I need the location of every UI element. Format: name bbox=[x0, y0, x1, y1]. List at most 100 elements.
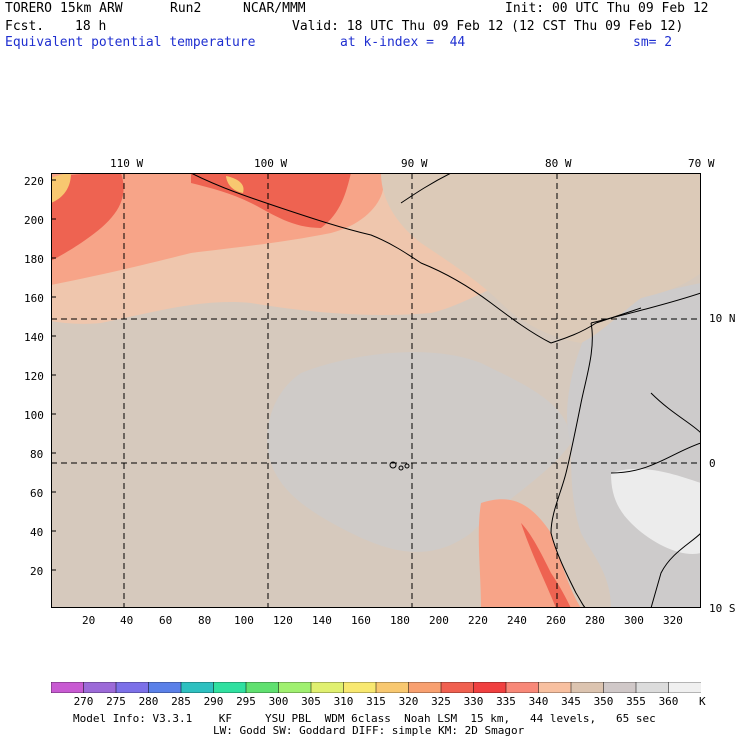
y-tick: 80 bbox=[30, 448, 44, 461]
colorbar-swatch bbox=[278, 682, 312, 693]
smoothing: sm= 2 bbox=[633, 35, 673, 50]
colorbar-label: 275 bbox=[106, 695, 126, 708]
light-patch-se bbox=[611, 468, 701, 554]
k-index: at k-index = 44 bbox=[340, 35, 466, 50]
coastline-panama bbox=[550, 307, 642, 344]
x-tick: 220 bbox=[468, 614, 488, 627]
colorbar-swatch bbox=[538, 682, 572, 693]
y-tick: 180 bbox=[24, 253, 44, 266]
x-tick: 60 bbox=[159, 614, 173, 627]
border-ecuador-peru bbox=[610, 442, 701, 474]
colorbar-label: 310 bbox=[333, 695, 354, 708]
fcst-label: Fcst. bbox=[5, 19, 45, 34]
run-label: Run2 bbox=[170, 1, 202, 16]
model-name: TORERO bbox=[5, 1, 52, 16]
colorbar-label: 340 bbox=[528, 695, 549, 708]
fcst-value: 18 h bbox=[75, 19, 107, 34]
colorbar-label: 330 bbox=[463, 695, 484, 708]
colorbar-label: 280 bbox=[138, 695, 159, 708]
colorbar-label: 345 bbox=[561, 695, 581, 708]
y-tick: 100 bbox=[24, 409, 44, 422]
colorbar-label: 320 bbox=[398, 695, 419, 708]
theta-e-map bbox=[51, 173, 701, 608]
lon-label-70w: 70 W bbox=[688, 157, 715, 170]
x-tick: 140 bbox=[312, 614, 332, 627]
lon-label-110w: 110 W bbox=[110, 157, 144, 170]
colorbar-swatch bbox=[408, 682, 442, 693]
colorbar-label: 290 bbox=[203, 695, 224, 708]
border-colombia bbox=[650, 392, 701, 434]
galapagos-island-1 bbox=[389, 461, 397, 469]
x-tick: 120 bbox=[273, 614, 293, 627]
y-tick: 20 bbox=[30, 565, 44, 578]
org-label: NCAR/MMM bbox=[243, 1, 306, 16]
colorbar-label: 350 bbox=[593, 695, 614, 708]
colorbar-label: 360 bbox=[658, 695, 679, 708]
x-tick: 280 bbox=[585, 614, 605, 627]
lat-label-10s: 10 S bbox=[709, 602, 736, 615]
colorbar-swatch bbox=[570, 682, 605, 693]
y-tick: 60 bbox=[30, 487, 44, 500]
colorbar-swatch bbox=[115, 682, 150, 693]
colorbar-label: 315 bbox=[366, 695, 386, 708]
x-tick: 180 bbox=[390, 614, 410, 627]
coastline-yucatan bbox=[400, 173, 452, 204]
y-tick: 140 bbox=[24, 331, 44, 344]
x-tick: 320 bbox=[663, 614, 683, 627]
colorbar-swatch bbox=[375, 682, 410, 693]
x-tick: 160 bbox=[351, 614, 371, 627]
x-tick: 20 bbox=[82, 614, 96, 627]
y-tick: 160 bbox=[24, 292, 44, 305]
y-tick: 220 bbox=[24, 175, 44, 188]
lon-label-80w: 80 W bbox=[545, 157, 572, 170]
colorbar-label: 285 bbox=[171, 695, 191, 708]
colorbar-swatch bbox=[51, 682, 85, 693]
x-tick: 80 bbox=[198, 614, 212, 627]
coastline-caribbean bbox=[590, 292, 701, 324]
graticule bbox=[51, 173, 701, 608]
field-name: Equivalent potential temperature bbox=[5, 35, 256, 50]
colorbar-label: 335 bbox=[496, 695, 516, 708]
lat-label-10n: 10 N bbox=[709, 312, 736, 325]
colorbar-swatch bbox=[440, 682, 475, 693]
map-frame bbox=[51, 173, 701, 608]
physics-info: LW: Godd SW: Goddard DIFF: simple KM: 2D… bbox=[213, 724, 525, 737]
land-central-america bbox=[381, 173, 701, 343]
colorbar-swatch bbox=[603, 682, 637, 693]
galapagos-island-2 bbox=[398, 465, 404, 471]
model-info: Model Info: V3.3.1 KF YSU PBL WDM 6class… bbox=[73, 712, 656, 725]
colorbar-label: 270 bbox=[73, 695, 94, 708]
y-tick: 40 bbox=[30, 526, 44, 539]
galapagos-island-3 bbox=[404, 463, 410, 469]
colorbar-label: 305 bbox=[301, 695, 321, 708]
colorbar-swatch bbox=[343, 682, 377, 693]
x-tick: 300 bbox=[624, 614, 644, 627]
lon-label-100w: 100 W bbox=[254, 157, 288, 170]
lon-label-90w: 90 W bbox=[401, 157, 428, 170]
colorbar-swatch bbox=[473, 682, 507, 693]
colorbar-swatch bbox=[668, 682, 701, 693]
colorbar-swatch bbox=[180, 682, 215, 693]
colorbar-swatch bbox=[213, 682, 247, 693]
valid-time: Valid: 18 UTC Thu 09 Feb 12 (12 CST Thu … bbox=[292, 19, 684, 34]
colorbar-swatch bbox=[83, 682, 117, 693]
init-time: Init: 00 UTC Thu 09 Feb 12 bbox=[505, 1, 709, 16]
resolution: 15km ARW bbox=[60, 1, 123, 16]
y-tick: 200 bbox=[24, 214, 44, 227]
colorbar-unit: K bbox=[699, 695, 706, 708]
yellow-spot-2 bbox=[226, 176, 244, 193]
coastline-south-america bbox=[550, 322, 593, 608]
border-brazil bbox=[650, 532, 701, 608]
colorbar-label: 295 bbox=[236, 695, 256, 708]
colorbar-swatch bbox=[148, 682, 182, 693]
red-band-peru bbox=[521, 523, 571, 608]
x-tick: 240 bbox=[507, 614, 527, 627]
colorbar-label: 325 bbox=[431, 695, 451, 708]
x-tick: 260 bbox=[546, 614, 566, 627]
x-tick: 100 bbox=[234, 614, 254, 627]
lat-label-0: 0 bbox=[709, 457, 716, 470]
colorbar bbox=[51, 682, 701, 693]
colorbar-swatch bbox=[245, 682, 280, 693]
colorbar-label: 355 bbox=[626, 695, 646, 708]
colorbar-swatch bbox=[505, 682, 540, 693]
